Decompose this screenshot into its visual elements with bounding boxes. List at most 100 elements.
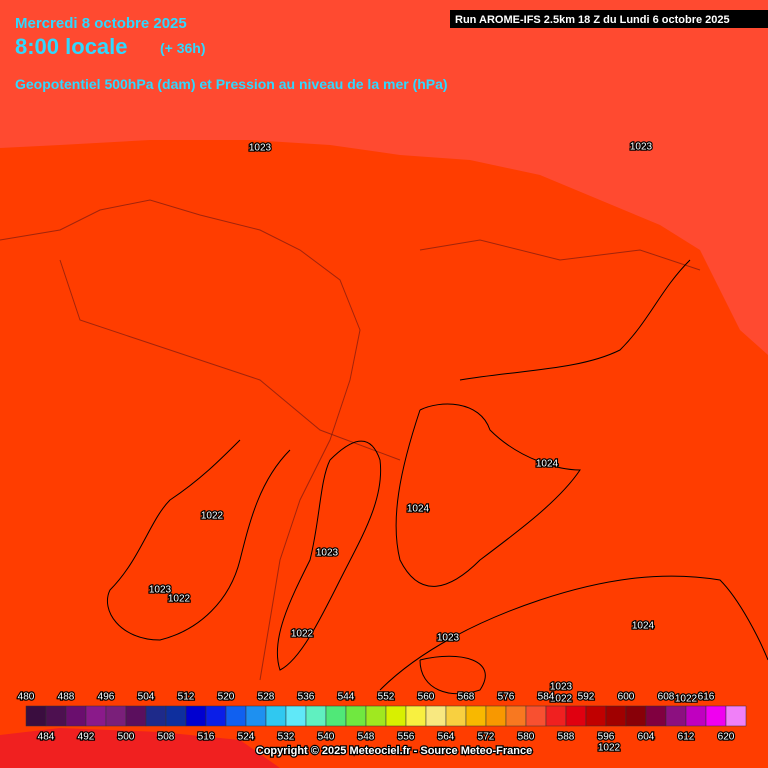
scale-box: [105, 705, 127, 727]
time: 8:00 locale: [15, 34, 128, 59]
scale-box: [605, 705, 627, 727]
border: [0, 199, 361, 681]
scale-box: [305, 705, 327, 727]
scale-box: [85, 705, 107, 727]
date: Mercredi 8 octobre 2025: [15, 15, 187, 32]
pressure-label: 1022: [550, 694, 573, 705]
geopotential-584: [0, 728, 280, 768]
pressure-label: 1024: [536, 459, 559, 470]
pressure-label: 1024: [407, 504, 430, 515]
scale-box: [65, 705, 87, 727]
lead-time: (+ 36h): [160, 40, 206, 56]
scale-label: 544: [338, 692, 355, 703]
scale-box: [445, 705, 467, 727]
border: [419, 239, 701, 271]
scale-box: [505, 705, 527, 727]
scale-label: 480: [18, 692, 35, 703]
scale-label: 584: [538, 692, 555, 703]
scale-label: 568: [458, 692, 475, 703]
pressure-label: 1023: [630, 142, 653, 153]
scale-label: 508: [158, 732, 175, 743]
scale-label: 484: [38, 732, 55, 743]
scale-box: [485, 705, 507, 727]
scale-box: [45, 705, 67, 727]
isobar: [395, 403, 581, 587]
scale-label: 620: [718, 732, 735, 743]
scale-label: 532: [278, 732, 295, 743]
scale-box: [665, 705, 687, 727]
scale-box: [725, 705, 747, 727]
pressure-label: 1024: [632, 621, 655, 632]
scale-box: [685, 705, 707, 727]
scale-box: [365, 705, 387, 727]
scale-box: [25, 705, 47, 727]
scale-label: 504: [138, 692, 155, 703]
run-box: [450, 10, 768, 28]
scale-box: [545, 705, 567, 727]
scale-box: [625, 705, 647, 727]
scale-label: 576: [498, 692, 515, 703]
scale-label: 612: [678, 732, 695, 743]
pressure-label: 1023: [149, 585, 172, 596]
scale-label: 488: [58, 692, 75, 703]
pressure-label: 1022: [598, 743, 621, 754]
pressure-label: 1022: [201, 511, 224, 522]
scale-label: 524: [238, 732, 255, 743]
scale-label: 516: [198, 732, 215, 743]
scale-box: [245, 705, 267, 727]
scale-label: 560: [418, 692, 435, 703]
scale-box: [405, 705, 427, 727]
scale-box: [645, 705, 667, 727]
scale-label: 596: [598, 732, 615, 743]
pressure-label: 1023: [437, 633, 460, 644]
pressure-label: 1022: [291, 629, 314, 640]
scale-label: 556: [398, 732, 415, 743]
scale-box: [225, 705, 247, 727]
scale-box: [265, 705, 287, 727]
scale-label: 604: [638, 732, 655, 743]
scale-label: 572: [478, 732, 495, 743]
scale-label: 492: [78, 732, 95, 743]
scale-box: [165, 705, 187, 727]
scale-box: [185, 705, 207, 727]
scale-label: 600: [618, 692, 635, 703]
isobar: [276, 440, 382, 671]
scale-label: 616: [698, 692, 715, 703]
scale-label: 528: [258, 692, 275, 703]
pressure-label: 1023: [316, 548, 339, 559]
scale-label: 552: [378, 692, 395, 703]
scale-box: [705, 705, 727, 727]
pressure-label: 1023: [550, 682, 573, 693]
scale-box: [425, 705, 447, 727]
pressure-label: 1022: [168, 594, 191, 605]
geopotential-564: [0, 0, 768, 355]
subtitle: Geopotentiel 500hPa (dam) et Pression au…: [15, 76, 448, 92]
scale-box: [565, 705, 587, 727]
isobar: [419, 655, 486, 695]
scale-box: [585, 705, 607, 727]
scale-box: [125, 705, 147, 727]
scale-box: [385, 705, 407, 727]
scale-label: 608: [658, 692, 675, 703]
scale-box: [325, 705, 347, 727]
scale-box: [145, 705, 167, 727]
scale-label: 588: [558, 732, 575, 743]
isobar: [379, 575, 768, 691]
isobar: [459, 259, 691, 381]
scale-box: [465, 705, 487, 727]
scale-label: 580: [518, 732, 535, 743]
isobar: [107, 439, 291, 641]
scale-label: 548: [358, 732, 375, 743]
pressure-label: 1023: [249, 143, 272, 154]
scale-label: 592: [578, 692, 595, 703]
scale-label: 540: [318, 732, 335, 743]
scale-label: 500: [118, 732, 135, 743]
copyright: Copyright © 2025 Meteociel.fr - Source M…: [256, 745, 532, 757]
scale-label: 496: [98, 692, 115, 703]
scale-box: [345, 705, 367, 727]
pressure-label: 1022: [675, 694, 698, 705]
scale-label: 536: [298, 692, 315, 703]
scale-label: 564: [438, 732, 455, 743]
